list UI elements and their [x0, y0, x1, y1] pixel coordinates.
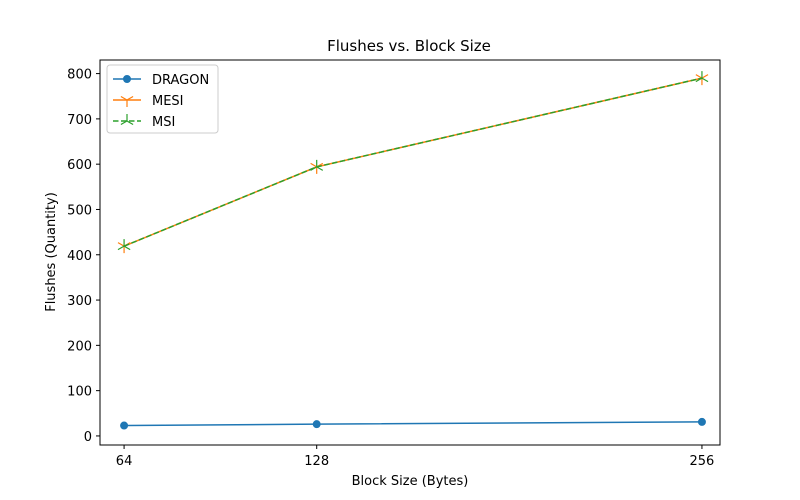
series-line-dragon [124, 421, 702, 427]
legend-marker-dragon [123, 75, 131, 83]
x-tick-label: 256 [690, 454, 715, 469]
y-tick-label: 400 [67, 249, 92, 264]
x-axis-title: Block Size (Bytes) [352, 474, 469, 489]
data-point-dragon [697, 417, 706, 426]
data-point-msi [695, 71, 709, 83]
y-tick-label: 0 [84, 430, 92, 445]
chart-title: Flushes vs. Block Size [327, 37, 491, 55]
legend-box [106, 64, 219, 134]
y-tick-label: 500 [67, 203, 92, 218]
y-tick-label: 800 [67, 68, 92, 83]
y-axis-title: Flushes (Quantity) [44, 192, 59, 312]
x-tick-label: 64 [116, 454, 133, 469]
y-tick-label: 300 [67, 294, 92, 309]
y-tick-label: 100 [67, 385, 92, 400]
legend-label-mesi: MESI [152, 94, 184, 109]
data-point-msi [117, 239, 131, 251]
data-point-dragon [120, 421, 129, 430]
data-point-msi [310, 159, 324, 171]
legend-marker-msi [120, 114, 134, 126]
y-tick-label: 700 [67, 113, 92, 128]
legend: DRAGON MESI MSI [106, 64, 219, 134]
data-point-mesi [695, 74, 709, 86]
legend-marker-mesi [120, 95, 134, 107]
plot-area-frame [99, 59, 721, 446]
legend-label-msi: MSI [152, 115, 175, 130]
x-tick-label: 128 [304, 454, 329, 469]
legend-label-dragon: DRAGON [152, 73, 209, 88]
data-point-dragon [312, 420, 321, 429]
y-tick-label: 200 [67, 339, 92, 354]
y-tick-label: 600 [67, 158, 92, 173]
